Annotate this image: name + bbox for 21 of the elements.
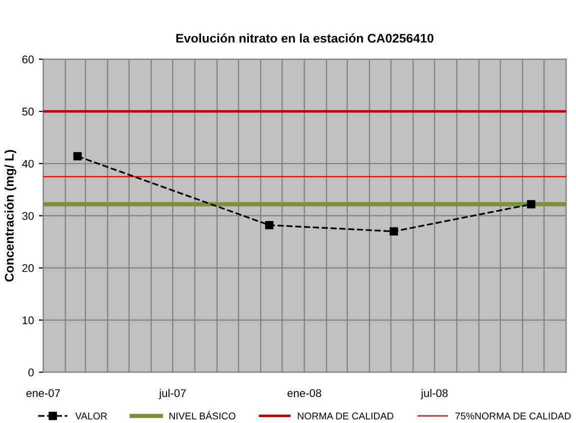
legend-label: NORMA DE CALIDAD xyxy=(298,412,394,420)
chart-title: Evolución nitrato en la estación CA0256410 xyxy=(176,33,434,43)
y-tick-label: 0 xyxy=(28,368,34,376)
legend-label: 75%NORMA DE CALIDAD xyxy=(456,412,571,420)
y-tick-label: 20 xyxy=(22,264,34,272)
point xyxy=(73,152,82,160)
y-tick-label: 40 xyxy=(22,160,34,168)
y-tick-label: 60 xyxy=(22,55,34,64)
legend-label: NIVEL BÁSICO xyxy=(169,410,236,420)
x-tick-label: jul-08 xyxy=(420,388,448,400)
x-tick-label: jul-07 xyxy=(158,388,186,400)
y-tick-label: 50 xyxy=(22,108,34,116)
point xyxy=(390,227,398,236)
point xyxy=(526,200,536,208)
legend-label: VALOR xyxy=(75,412,107,420)
y-axis-title: Concentración (mg/ L) xyxy=(4,150,16,282)
x-tick-label: ene-07 xyxy=(26,389,60,398)
x-tick-label: ene-08 xyxy=(288,389,322,398)
y-tick-label: 10 xyxy=(22,316,34,324)
y-tick-label: 30 xyxy=(22,212,34,220)
point xyxy=(265,220,274,230)
